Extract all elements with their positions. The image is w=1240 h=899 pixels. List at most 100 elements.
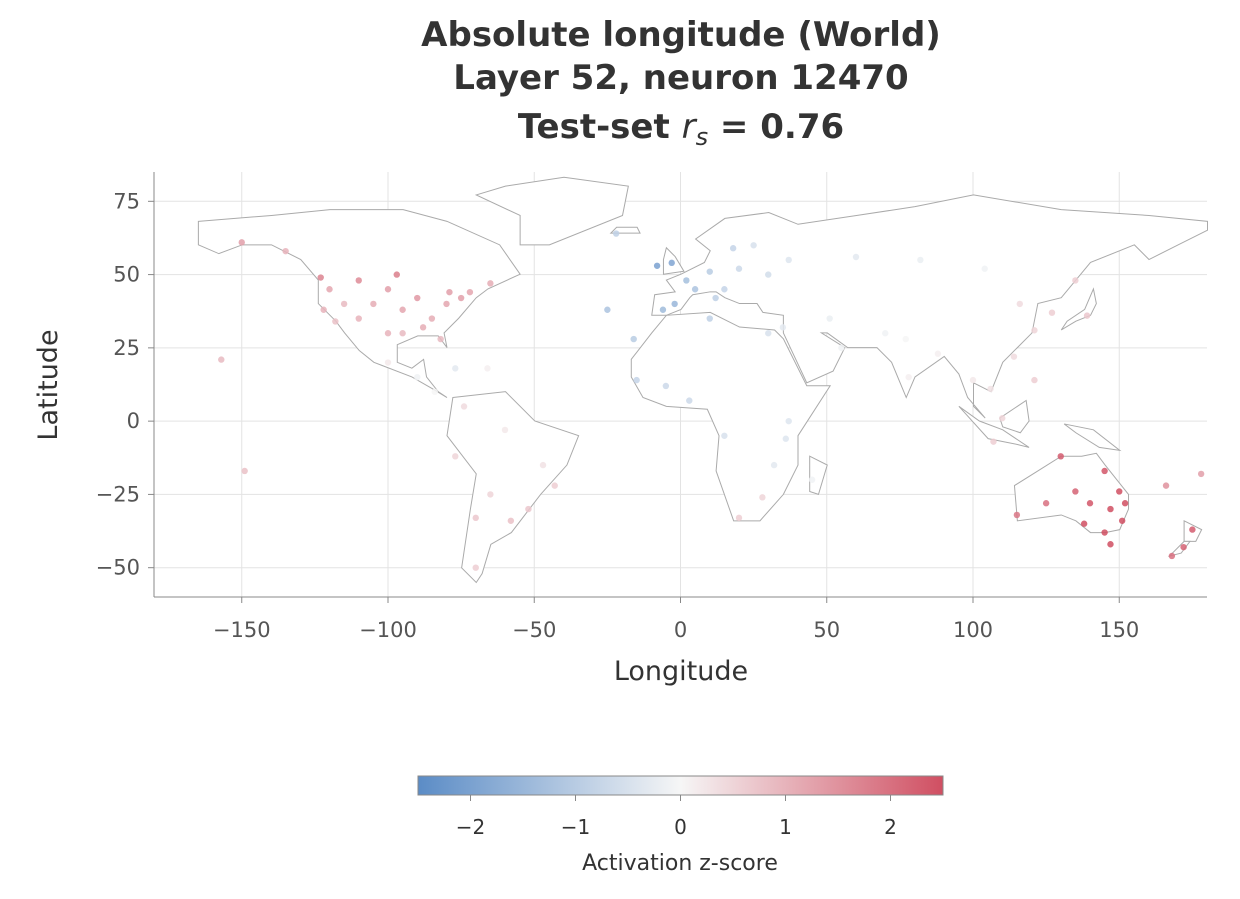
- point: [1101, 467, 1108, 475]
- point: [1118, 517, 1126, 524]
- point: [384, 359, 392, 366]
- point: [487, 491, 494, 498]
- point: [934, 350, 942, 357]
- point: [1072, 488, 1079, 495]
- point: [1189, 526, 1196, 533]
- point: [1197, 470, 1205, 478]
- point: [282, 247, 289, 255]
- point: [320, 306, 327, 313]
- land: [1014, 453, 1128, 532]
- land: [1000, 400, 1029, 432]
- x-tick-label: −100: [359, 618, 417, 642]
- point: [399, 330, 406, 337]
- points: [218, 230, 1205, 571]
- point: [759, 494, 766, 501]
- point: [238, 239, 245, 246]
- point: [662, 382, 670, 390]
- x-tick-label: −150: [213, 618, 271, 642]
- point: [1162, 482, 1170, 489]
- point: [882, 330, 889, 337]
- point: [525, 505, 532, 513]
- point: [384, 286, 392, 293]
- point: [706, 268, 713, 275]
- point: [852, 253, 860, 261]
- point: [826, 315, 833, 322]
- y-tick-label: −25: [96, 482, 140, 506]
- point: [905, 373, 912, 381]
- y-tick-label: 25: [113, 336, 140, 360]
- point: [460, 403, 468, 410]
- point: [604, 306, 611, 313]
- colorbar-label: Activation z-score: [582, 851, 778, 876]
- point: [902, 335, 909, 343]
- point: [1180, 543, 1187, 551]
- title-line: Test-set rs = 0.76: [518, 107, 844, 154]
- point: [683, 277, 690, 284]
- point: [999, 415, 1006, 422]
- point: [779, 324, 787, 331]
- point: [630, 335, 637, 343]
- point: [443, 300, 450, 308]
- point: [691, 286, 699, 293]
- x-tick-label: 100: [953, 618, 993, 642]
- point: [785, 417, 792, 425]
- point: [1031, 376, 1038, 384]
- point: [712, 294, 719, 302]
- y-tick-label: 75: [113, 189, 140, 213]
- point: [437, 335, 444, 343]
- point: [1042, 500, 1050, 507]
- point: [218, 356, 225, 363]
- point: [472, 564, 479, 571]
- title-symbol: r: [682, 107, 698, 147]
- point: [472, 514, 479, 522]
- point: [1072, 277, 1079, 284]
- point: [1010, 353, 1018, 360]
- point: [808, 476, 816, 483]
- colorbar-tick-label: 1: [779, 815, 792, 839]
- point: [1086, 500, 1094, 507]
- point: [431, 388, 438, 396]
- point: [484, 365, 491, 372]
- point: [765, 330, 772, 337]
- point: [1031, 327, 1038, 334]
- y-tick-label: 50: [113, 263, 140, 287]
- point: [765, 271, 772, 278]
- point: [539, 461, 547, 469]
- point: [393, 271, 400, 278]
- y-tick-label: 0: [127, 409, 140, 433]
- y-axis-label: Latitude: [33, 329, 64, 440]
- point: [990, 438, 997, 445]
- point: [1083, 312, 1091, 319]
- point: [1168, 552, 1176, 560]
- land: [652, 195, 1208, 418]
- point: [340, 300, 348, 308]
- point: [414, 373, 421, 381]
- title-subscript: s: [696, 123, 709, 151]
- point: [770, 461, 778, 469]
- title-line: Absolute longitude (World): [421, 15, 941, 55]
- point: [487, 280, 494, 287]
- point: [1057, 453, 1064, 460]
- title-part: Test-set: [518, 107, 670, 147]
- point: [1016, 300, 1023, 308]
- point: [735, 514, 743, 522]
- point: [501, 426, 509, 434]
- x-tick-label: 0: [674, 618, 687, 642]
- point: [1121, 500, 1129, 507]
- point: [1107, 541, 1114, 548]
- point: [355, 277, 362, 284]
- point: [917, 256, 924, 264]
- point: [326, 286, 333, 293]
- land: [1064, 424, 1120, 450]
- point: [659, 306, 667, 313]
- colorbar-tick-label: −1: [561, 815, 590, 839]
- point: [507, 517, 515, 524]
- point: [1116, 488, 1123, 495]
- point: [414, 294, 421, 302]
- point: [706, 315, 713, 322]
- colorbar-tick-label: 0: [674, 815, 687, 839]
- colorbar-tick-label: 2: [884, 815, 897, 839]
- point: [671, 300, 678, 308]
- x-tick-label: −50: [512, 618, 556, 642]
